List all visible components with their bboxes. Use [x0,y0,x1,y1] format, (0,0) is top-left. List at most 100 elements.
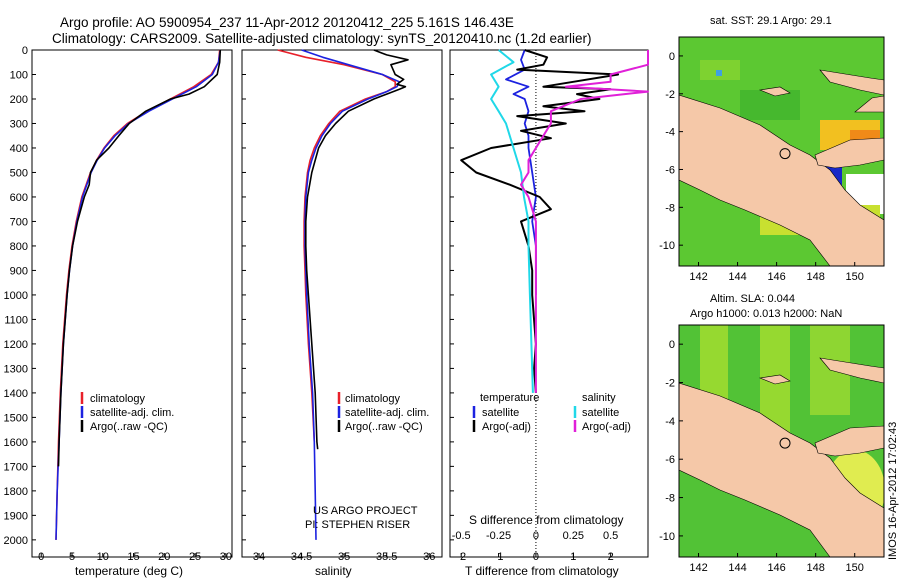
salinity-argo-line [304,49,409,450]
difference-panel-frame [449,49,649,558]
x-tick-label: 30 [220,551,232,563]
legend-label-argo: Argo(..raw -QC) [345,421,423,433]
sst-map-axes: 142 144 146 148 150 0 -2 -4 -6 -8 -10 [659,51,864,283]
sla-map-frame [678,324,885,558]
depth-tick-label: 1700 [4,461,28,473]
salinity-climatology-line [277,49,397,442]
salinity-legend: climatology satellite-adj. clim. Argo(..… [337,392,429,433]
salinity-panel-frame [241,49,443,558]
sst-map: 142 144 146 148 150 0 -2 -4 -6 -8 -10 [659,36,885,283]
x-tick-label: 36 [423,551,435,563]
new-ireland-island [819,357,884,384]
depth-tick-label: 1800 [4,486,28,498]
x-tick-label: 20 [158,551,170,563]
depth-tick-label: 500 [10,167,28,179]
x-tick-label: 5 [69,551,75,563]
difference-xlabel-s: S difference from climatology [469,513,624,527]
depth-tick-label: 200 [10,94,28,106]
depth-tick-label: 1500 [4,412,28,424]
temperature-xlabel: temperature (deg C) [75,564,183,578]
lat-tick-label: -8 [665,493,675,505]
lat-tick-label: -4 [665,416,675,428]
depth-tick-label: 1200 [4,339,28,351]
depth-tick-label: 600 [10,192,28,204]
argo-position-marker [779,148,791,160]
new-britain-island [814,425,884,457]
x-tick-label: -1 [494,551,504,563]
lat-tick-label: -8 [665,202,675,214]
x2-tick-label: 0.25 [563,530,584,542]
island [758,86,791,97]
lat-tick-label: -6 [665,164,675,176]
depth-tick-label: 0 [22,45,28,57]
lon-tick-label: 148 [806,562,824,574]
x-tick-label: 1 [570,551,576,563]
new-ireland-island [819,69,884,96]
island [758,374,791,385]
lon-tick-label: 142 [689,562,707,574]
depth-tick-label: 1400 [4,388,28,400]
x-tick-label: 0 [38,551,44,563]
sst-pixel [716,70,722,76]
sla-map-axes: 142 144 146 148 150 0 -2 -4 -6 -8 -10 [659,339,864,574]
legend-label-satellite: satellite-adj. clim. [90,407,174,419]
new-guinea-landmass [679,382,884,557]
temperature-satellite-line [55,49,222,540]
lon-tick-label: 142 [689,271,707,283]
x2-tick-label: -0.5 [452,530,471,542]
legend-label-satellite: satellite-adj. clim. [345,407,429,419]
x-tick-label: 25 [189,551,201,563]
x-tick-label: 10 [97,551,109,563]
figure-title-line2: Climatology: CARS2009. Satellite-adjuste… [52,31,592,46]
sla-map: 142 144 146 148 150 0 -2 -4 -6 -8 -10 [659,324,885,574]
argo-position-marker [779,437,791,449]
lat-tick-label: -6 [665,454,675,466]
lon-tick-label: 144 [728,562,746,574]
legend-label-s-argo: Argo(-adj) [582,421,631,433]
depth-tick-label: 300 [10,118,28,130]
island [854,95,884,113]
profile-lines [55,49,649,540]
sla-map-title1: Altim. SLA: 0.044 [710,293,795,305]
x-tick-label: 2 [608,551,614,563]
legend-label-t-argo: Argo(-adj) [482,421,531,433]
sst-patch [740,90,800,120]
x2-tick-label: -0.25 [486,530,511,542]
sst-map-frame [678,36,885,267]
depth-tick-label: 1000 [4,290,28,302]
credits-pi: PI: STEPHEN RISER [305,519,410,531]
x-tick-label: 35.5 [376,551,397,563]
temperature-legend: climatology satellite-adj. clim. Argo(..… [80,392,174,433]
depth-tick-label: 1100 [4,314,28,326]
depth-tick-label: 1600 [4,437,28,449]
x-tick-label: 0 [533,551,539,563]
depth-axis: 0 100 200 300 400 500 600 700 800 900 1000 1100 1200… [4,45,454,547]
depth-tick-label: 1900 [4,510,28,522]
depth-tick-label: 800 [10,241,28,253]
depth-tick-label: 700 [10,216,28,228]
lat-tick-label: 0 [669,51,675,63]
salinity-xlabel: salinity [315,564,352,578]
t-diff-argo-line [460,49,620,393]
lat-tick-label: -2 [665,89,675,101]
x-tick-label: -2 [456,551,466,563]
legend-label-t-satellite: satellite [482,407,519,419]
lat-tick-label: 0 [669,339,675,351]
depth-tick-label: 900 [10,265,28,277]
x-tick-label: 34 [253,551,265,563]
depth-tick-label: 2000 [4,535,28,547]
difference-legend: temperature salinity satellite Argo(-adj… [472,392,631,433]
lon-tick-label: 150 [846,562,864,574]
legend-label-climatology: climatology [90,393,146,405]
new-guinea-landmass [679,94,884,266]
depth-tick-label: 100 [10,69,28,81]
lon-tick-label: 146 [767,562,785,574]
x-tick-label: 15 [127,551,139,563]
lon-tick-label: 150 [846,271,864,283]
figure-title-line1: Argo profile: AO 5900954_237 11-Apr-2012… [60,15,514,30]
legend-label-s-satellite: satellite [582,407,619,419]
new-britain-island [814,137,884,169]
legend-label-climatology: climatology [345,393,401,405]
